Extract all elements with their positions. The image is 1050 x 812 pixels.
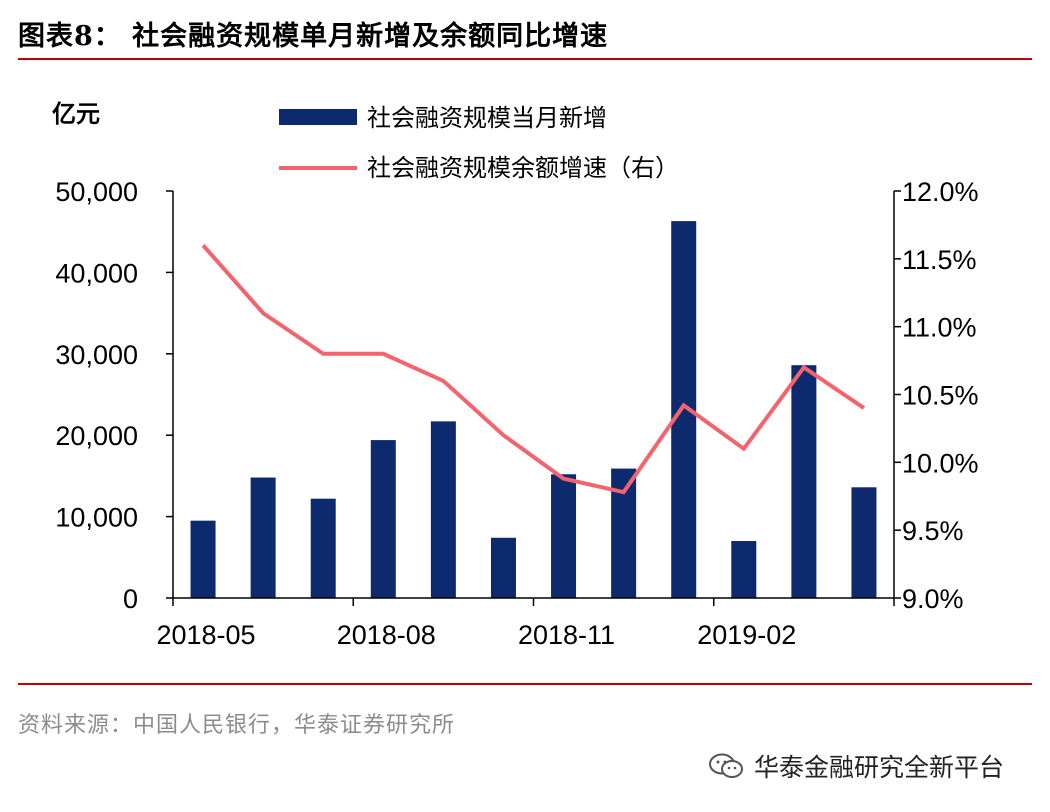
x-tick-label: 2018-11	[518, 620, 615, 650]
watermark-text: 华泰金融研究全新平台	[754, 753, 1005, 782]
left-axis-unit: 亿元	[52, 100, 100, 128]
right-tick-label: 10.5%	[902, 381, 979, 411]
left-tick-label: 30,000	[55, 340, 138, 370]
legend-bar-label: 社会融资规模当月新增	[367, 104, 607, 132]
source-note: 资料来源：中国人民银行，华泰证券研究所	[18, 713, 456, 738]
bar	[370, 440, 396, 598]
bar	[731, 541, 757, 598]
left-tick-label: 40,000	[55, 258, 138, 288]
bar	[310, 498, 336, 598]
legend-line-label: 社会融资规模余额增速（右）	[367, 154, 679, 182]
left-tick-label: 50,000	[55, 177, 138, 207]
right-tick-label: 12.0%	[902, 177, 979, 207]
bar	[791, 365, 817, 598]
left-tick-label: 0	[123, 584, 138, 614]
x-tick-label: 2019-02	[697, 620, 796, 650]
right-tick-label: 9.5%	[902, 516, 964, 546]
bar	[851, 487, 877, 598]
source-rule	[18, 683, 1032, 685]
legend-bar-swatch	[279, 109, 357, 125]
title-rule	[18, 58, 1032, 60]
left-tick-label: 20,000	[55, 421, 138, 451]
right-tick-label: 11.5%	[902, 245, 977, 275]
right-tick-label: 9.0%	[902, 584, 964, 614]
left-tick-label: 10,000	[55, 503, 138, 533]
growth-line	[201, 243, 866, 495]
bar	[250, 477, 276, 598]
bar	[430, 421, 456, 598]
bar	[611, 468, 637, 598]
chart-area: 50,000 40,000 30,000 20,000 10,000 0 12.0% 11.5…	[52, 100, 979, 650]
bar	[551, 474, 577, 598]
bar	[490, 537, 516, 598]
right-tick-label: 10.0%	[902, 448, 979, 478]
watermark: 华泰金融研究全新平台	[708, 748, 1004, 784]
x-tick-label: 2018-05	[156, 620, 255, 650]
chart-title: 图表8： 社会融资规模单月新增及余额同比增速	[18, 21, 609, 52]
bar	[190, 520, 216, 598]
x-tick-label: 2018-08	[337, 620, 436, 650]
right-tick-label: 11.0%	[902, 313, 977, 343]
wechat-icon	[709, 753, 743, 778]
